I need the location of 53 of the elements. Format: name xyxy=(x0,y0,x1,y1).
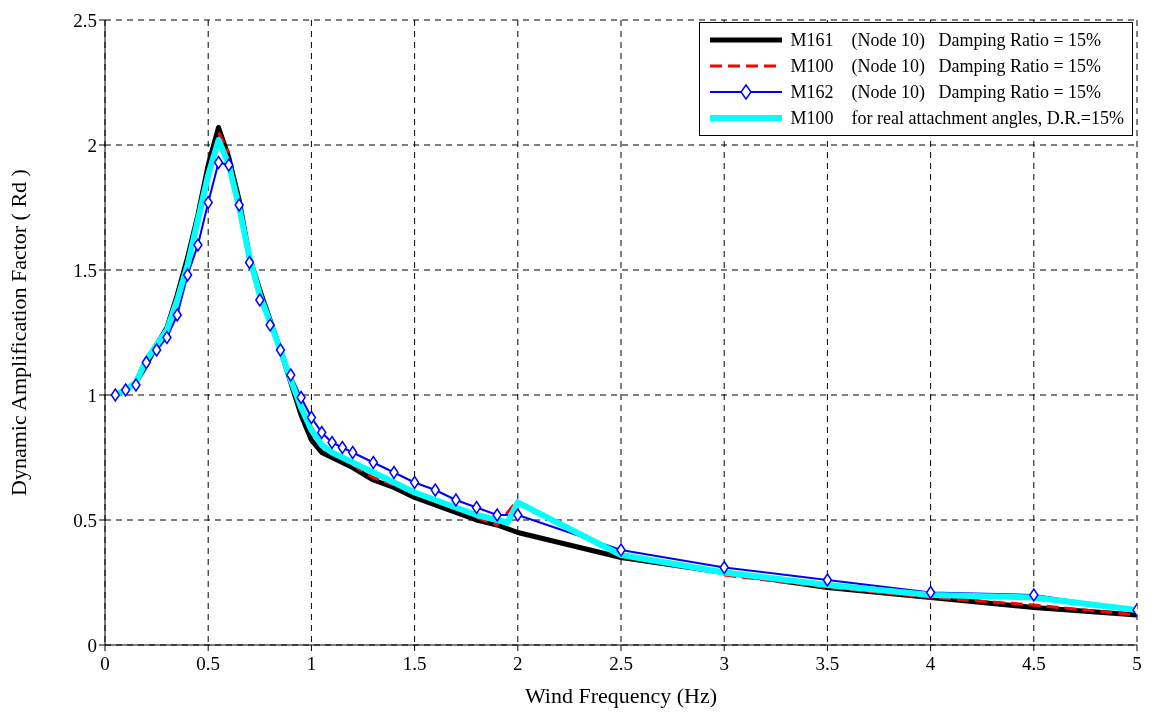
point xyxy=(110,388,121,402)
x-tick-label: 2.5 xyxy=(609,653,633,675)
x-tick-label: 0.5 xyxy=(196,653,221,675)
point xyxy=(224,158,234,172)
x-tick-label: 4 xyxy=(925,653,936,675)
point xyxy=(409,475,420,490)
point xyxy=(513,508,523,522)
y-tick-label: 1 xyxy=(87,384,97,406)
point xyxy=(316,425,327,440)
x-tick-label: 1 xyxy=(306,653,317,675)
point xyxy=(286,368,296,382)
point xyxy=(244,255,255,270)
point xyxy=(822,573,833,587)
point xyxy=(471,500,482,515)
point xyxy=(172,308,182,322)
x-axis-title: Wind Frequency (Hz) xyxy=(524,683,718,708)
x-tick-label: 1.5 xyxy=(402,653,427,675)
legend-label: M100 (Node 10) Damping Ratio = 15% xyxy=(790,55,1102,77)
point xyxy=(234,198,244,212)
point xyxy=(131,378,141,392)
y-tick-label: 0 xyxy=(87,634,97,656)
y-tick-label: 1.5 xyxy=(73,259,97,281)
point xyxy=(430,483,440,497)
legend-label: M161 (Node 10) Damping Ratio = 15% xyxy=(790,29,1102,51)
point xyxy=(368,455,379,470)
point xyxy=(347,445,358,460)
point xyxy=(925,585,936,600)
y-tick-label: 0.5 xyxy=(73,509,97,531)
y-axis-title: Dynamic Amplification Factor ( Rd ) xyxy=(5,169,31,496)
point xyxy=(265,318,275,332)
point xyxy=(306,410,317,425)
x-tick-label: 3.5 xyxy=(815,653,840,675)
x-tick-label: 5 xyxy=(1132,653,1142,675)
legend-label: M162 (Node 10) Damping Ratio = 15% xyxy=(790,81,1102,103)
point xyxy=(120,383,131,397)
x-tick-label: 2 xyxy=(513,653,523,675)
point xyxy=(337,440,348,455)
point xyxy=(1029,588,1039,602)
y-tick-label: 2.5 xyxy=(73,9,97,31)
x-tick-label: 3 xyxy=(719,653,729,675)
x-tick-label: 4.5 xyxy=(1021,653,1046,675)
point xyxy=(255,293,265,307)
legend-label: M100 for real attachment angles, D.R.=15% xyxy=(790,107,1124,129)
point xyxy=(492,508,502,522)
point xyxy=(213,155,224,170)
y-tick-label: 2 xyxy=(87,134,97,156)
point xyxy=(616,543,626,557)
point xyxy=(275,343,286,357)
point xyxy=(151,343,162,357)
point xyxy=(182,268,193,282)
point xyxy=(193,238,203,252)
point xyxy=(451,493,461,507)
point xyxy=(141,355,152,370)
